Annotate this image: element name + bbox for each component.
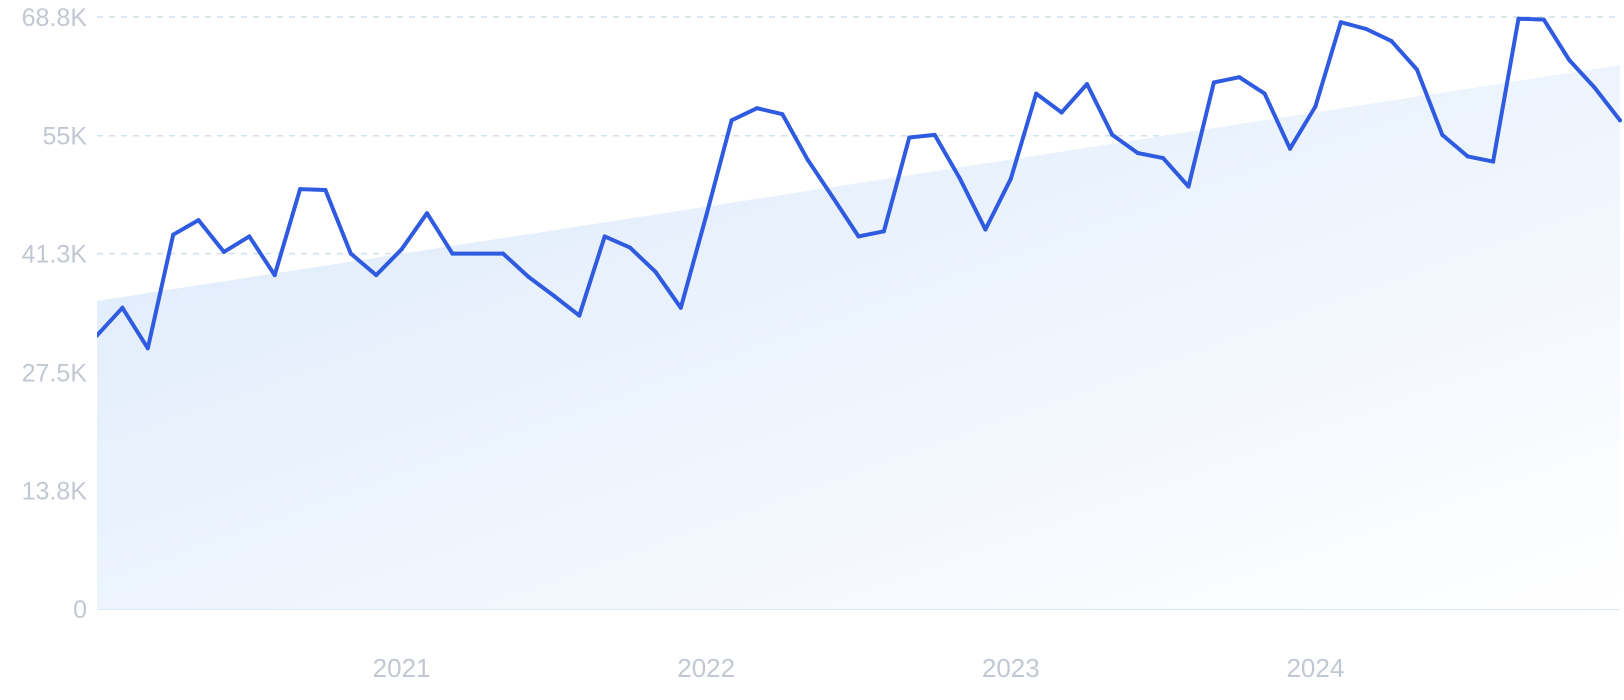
y-tick-label: 41.3K [22, 241, 88, 269]
data-point [1491, 159, 1496, 164]
data-point [1237, 75, 1242, 80]
x-axis-tick-labels: 2021 2022 2023 2024 [373, 653, 1345, 683]
data-point [475, 251, 480, 256]
data-point [1592, 85, 1597, 90]
data-point [501, 251, 506, 256]
data-point [1440, 132, 1445, 137]
data-point [247, 234, 252, 239]
data-point [551, 293, 556, 298]
data-point [298, 187, 303, 192]
x-tick-label: 2022 [677, 653, 735, 683]
data-point [805, 157, 810, 162]
y-axis-tick-labels: 0 13.8K 27.5K 41.3K 55K 68.8K [22, 4, 88, 624]
data-point [729, 118, 734, 123]
data-point [932, 132, 937, 137]
data-point [1161, 156, 1166, 161]
data-point [602, 234, 607, 239]
data-point [755, 106, 759, 111]
data-point [856, 234, 861, 239]
trend-area [97, 65, 1620, 610]
data-point [1465, 154, 1470, 159]
data-point [120, 305, 125, 310]
y-tick-label: 55K [43, 123, 88, 151]
y-tick-label: 27.5K [22, 359, 88, 387]
data-point [1135, 151, 1140, 155]
x-tick-label: 2024 [1286, 653, 1344, 683]
x-tick-label: 2023 [982, 653, 1040, 683]
data-point [1110, 132, 1115, 137]
data-point [1059, 110, 1064, 115]
data-point [323, 188, 328, 192]
data-point [831, 195, 836, 200]
data-point [983, 227, 988, 232]
data-point [196, 218, 201, 223]
y-tick-label: 13.8K [22, 477, 88, 505]
data-point [907, 135, 912, 140]
data-point [628, 245, 632, 250]
data-point [1008, 176, 1013, 181]
data-point [577, 313, 582, 318]
data-point [374, 273, 379, 278]
y-tick-label: 0 [73, 596, 87, 624]
data-point [1085, 82, 1089, 87]
data-point [221, 249, 226, 254]
data-point [1186, 184, 1191, 189]
data-point [780, 112, 785, 117]
data-point [1034, 91, 1039, 96]
trend-area-fill [97, 65, 1620, 610]
data-point [348, 251, 353, 256]
data-point [1313, 104, 1318, 109]
data-point [1541, 17, 1546, 22]
series-lines [97, 16, 1622, 351]
x-tick-label: 2021 [373, 653, 431, 683]
data-point [958, 176, 962, 181]
data-point [1338, 20, 1343, 25]
data-point [1516, 16, 1521, 21]
data-point [1288, 146, 1292, 151]
data-point [526, 274, 531, 279]
data-point [399, 247, 404, 252]
data-point [145, 346, 150, 351]
data-point [678, 305, 683, 310]
data-point [881, 229, 886, 234]
data-point [1567, 58, 1572, 62]
data-point [1389, 39, 1394, 44]
data-point [1618, 118, 1622, 123]
data-point [97, 333, 99, 338]
data-point [1262, 91, 1267, 96]
data-point [1364, 27, 1369, 31]
data-point [171, 232, 176, 237]
data-point [1414, 67, 1419, 72]
data-point [425, 211, 429, 216]
data-point [1211, 80, 1216, 85]
data-point [272, 273, 277, 278]
data-point [704, 213, 709, 218]
data-point [653, 269, 658, 274]
y-tick-label: 68.8K [22, 4, 88, 32]
data-point [450, 251, 455, 256]
